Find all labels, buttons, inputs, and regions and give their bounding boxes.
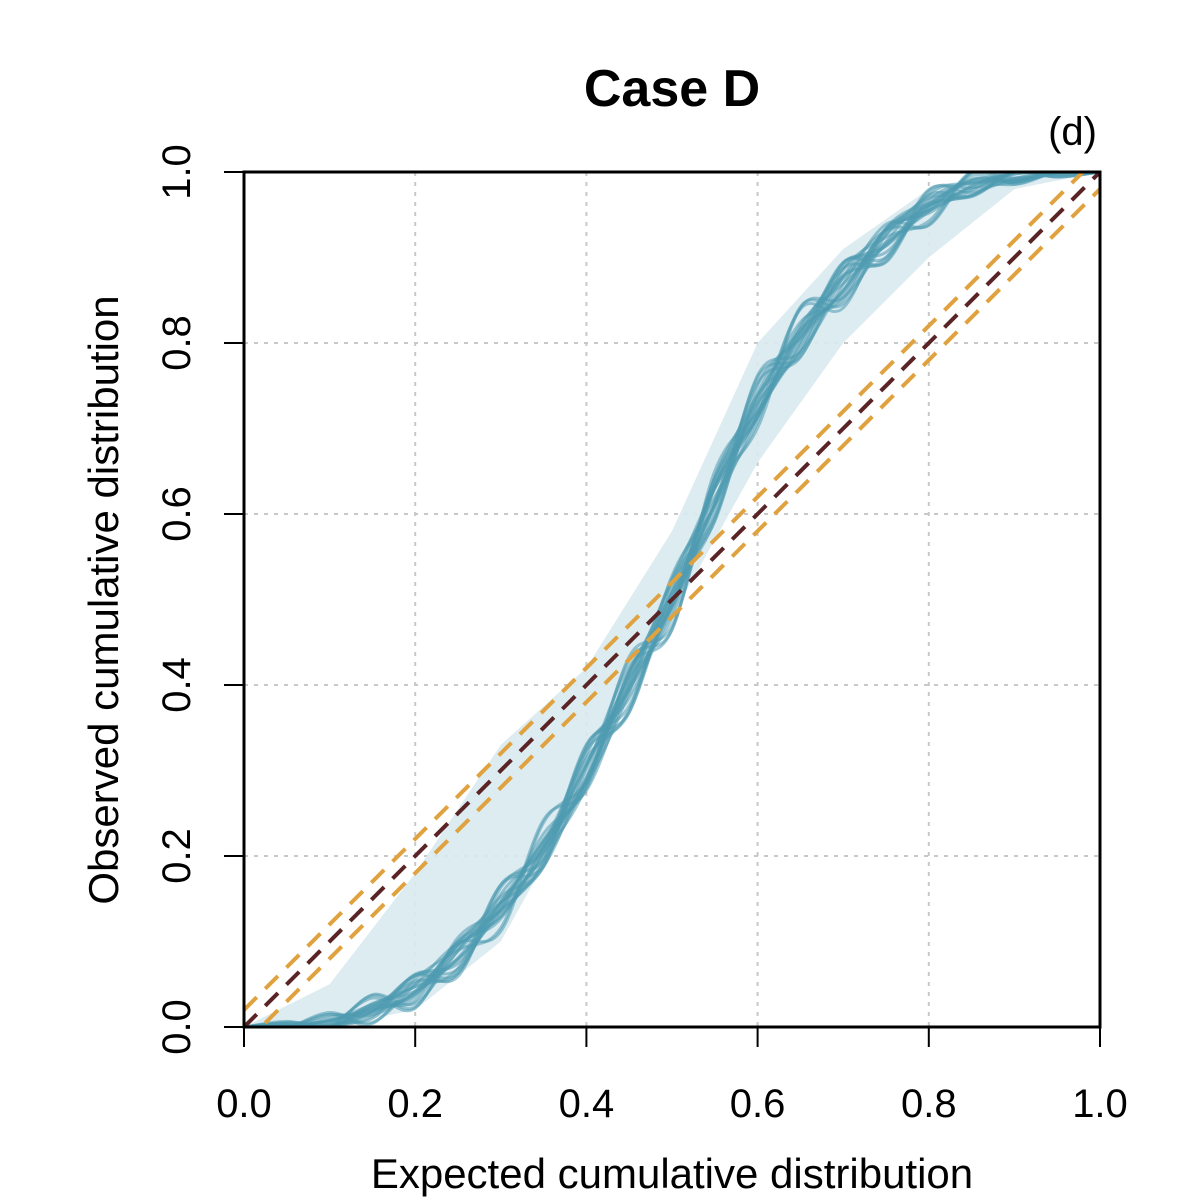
expected-line	[244, 172, 1100, 1027]
observed-curve-20	[244, 172, 1100, 1027]
observed-curve-18	[244, 172, 1100, 1027]
x-tick-label: 1.0	[1072, 1082, 1128, 1126]
x-tick-label: 0.2	[387, 1082, 443, 1126]
observed-curve-17	[244, 172, 1100, 1027]
x-axis-label: Expected cumulative distribution	[371, 1150, 973, 1197]
axes: 0.0 0.2 0.4 0.6 0.8 1.0 0.0 0.2 0.4 0.6 0.8 1.0	[155, 144, 1128, 1126]
y-tick-label: 0.0	[155, 999, 199, 1055]
x-tick-label: 0.0	[216, 1082, 272, 1126]
y-tick-label: 0.4	[155, 657, 199, 713]
plot-frame	[242, 170, 1102, 1029]
y-tick-label: 1.0	[155, 144, 199, 200]
x-tick-label: 0.8	[901, 1082, 957, 1126]
reference-layer	[244, 172, 1100, 1027]
y-axis-label: Observed cumulative distribution	[80, 295, 127, 904]
lower-bound-line	[258, 187, 1100, 1027]
y-tick-label: 0.2	[155, 828, 199, 884]
panel-label: (d)	[1048, 110, 1097, 154]
upper-bound-line	[244, 172, 1086, 1012]
chart-title: Case D	[584, 60, 760, 118]
y-tick-label: 0.8	[155, 315, 199, 371]
grid	[244, 172, 1100, 1027]
x-tick-label: 0.4	[559, 1082, 615, 1126]
observed-curve-19	[244, 172, 1100, 1027]
y-tick-label: 0.6	[155, 486, 199, 542]
x-tick-label: 0.6	[730, 1082, 786, 1126]
